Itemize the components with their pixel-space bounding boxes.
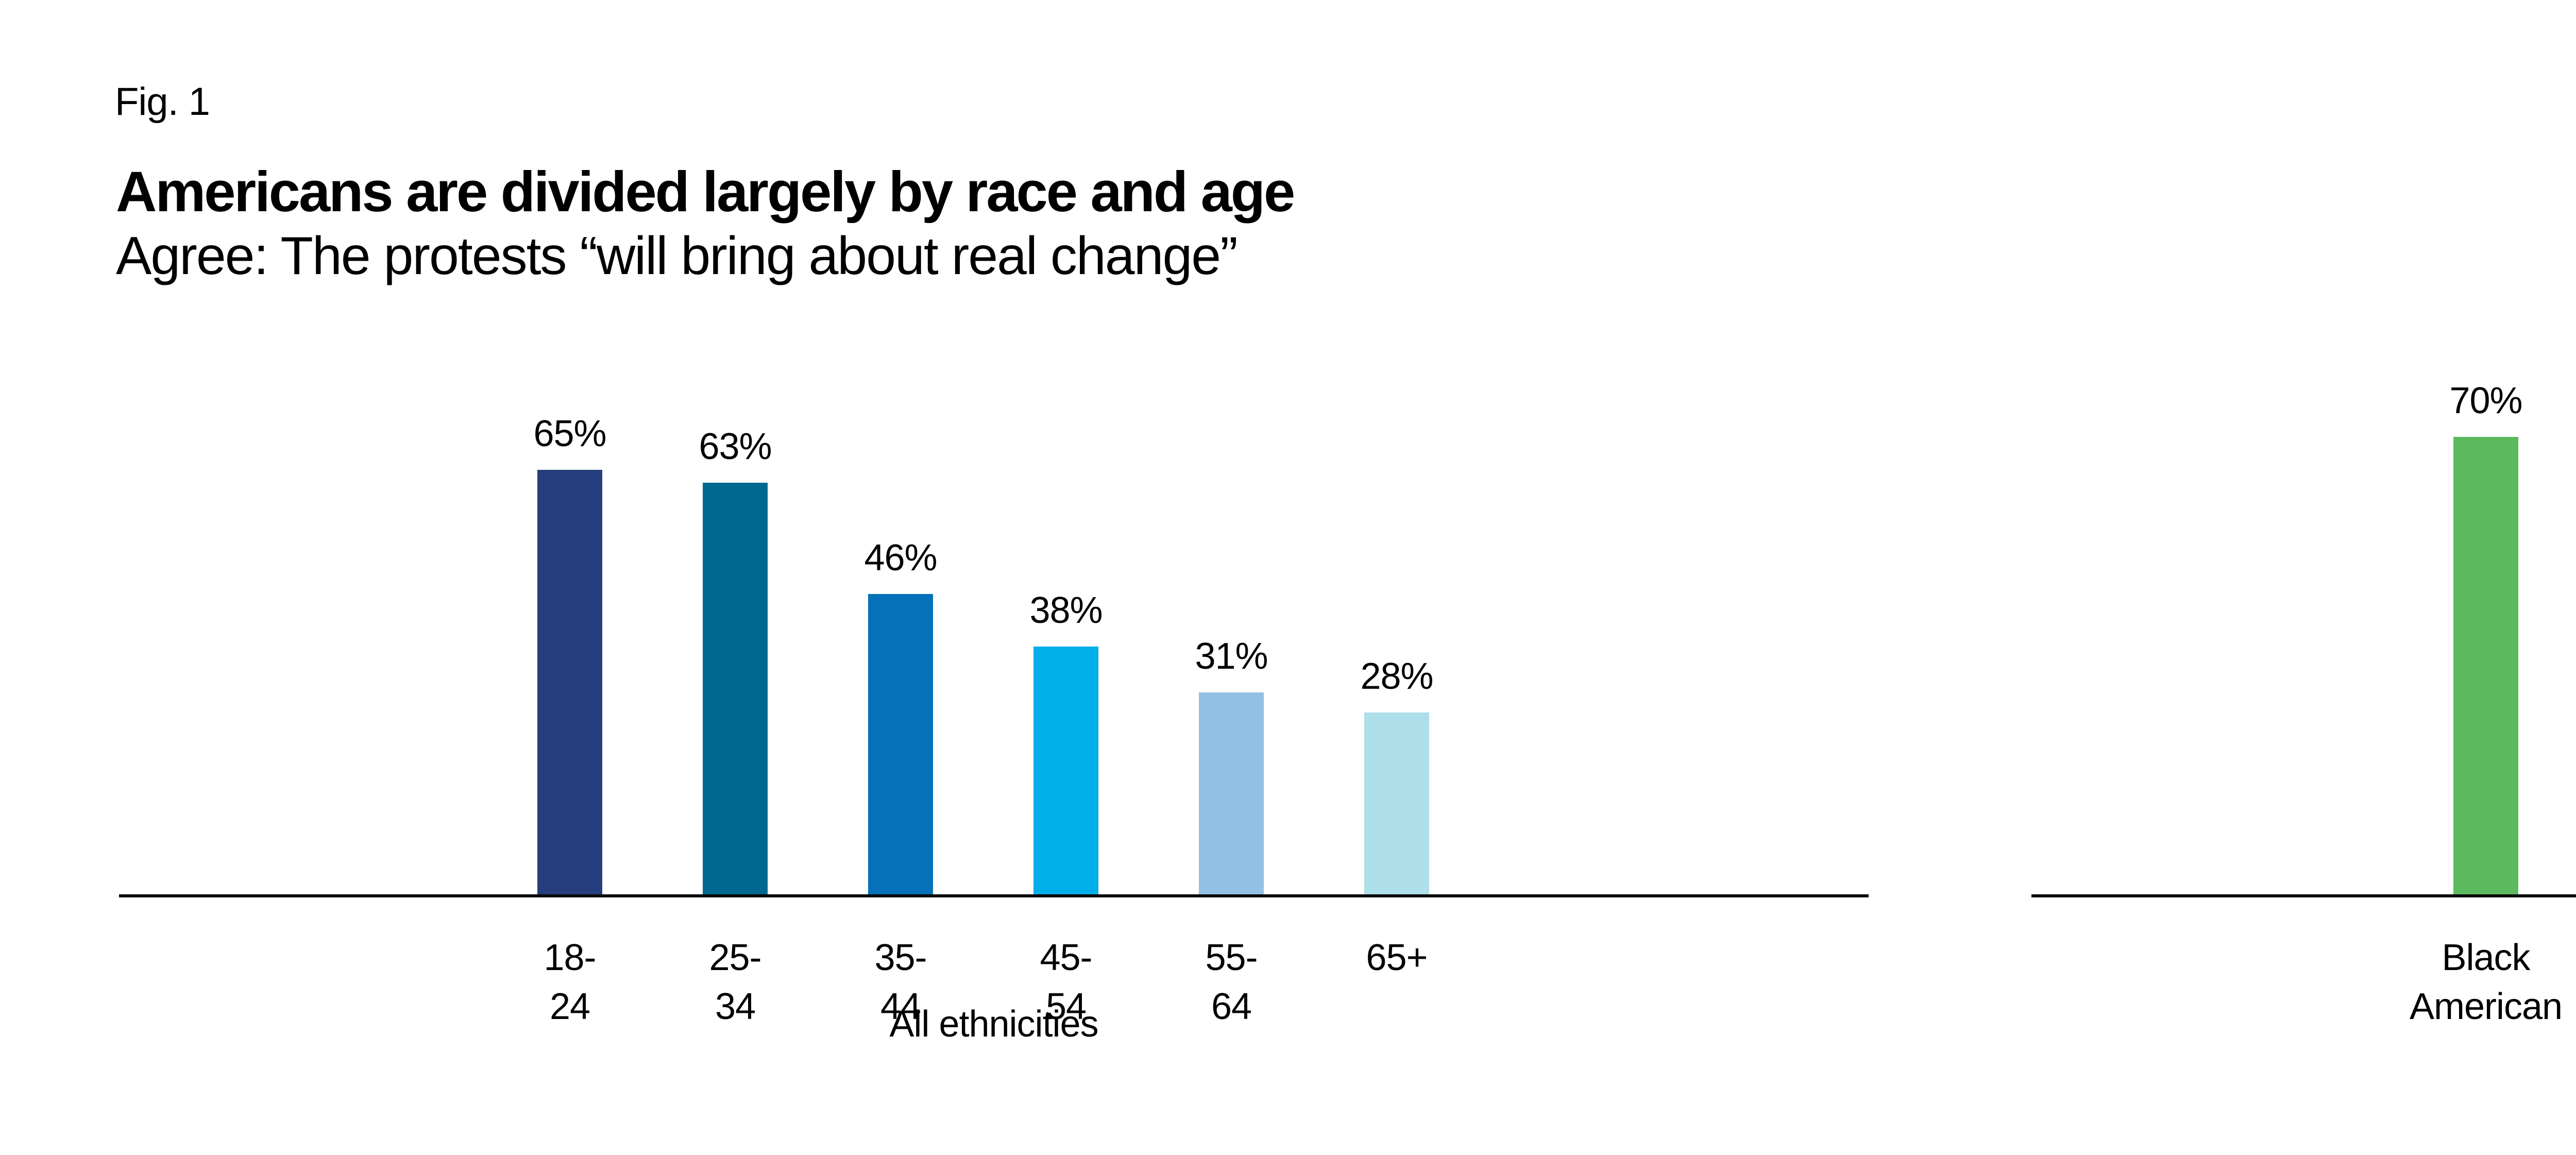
- fig-label: Fig. 1: [115, 80, 210, 124]
- age-chart-x-axis-labels: 18-24 25-34 35-44 45-54 55-64 65+: [537, 933, 1429, 1031]
- bar-column: 28%: [1360, 658, 1434, 896]
- x-axis-tick-label-text: 45-54: [1040, 937, 1092, 1028]
- x-axis-tick-label-text: 55-64: [1205, 937, 1258, 1028]
- bar-column: 38%: [1029, 592, 1103, 896]
- race-chart-bars-row: 70%37%: [2449, 382, 2576, 896]
- x-axis-tick-label: 18-24: [537, 933, 602, 1031]
- x-axis-tick-label-text: 25-34: [709, 937, 761, 1028]
- bar-column: 70%: [2449, 382, 2523, 896]
- age-chart-x-axis-line: [119, 894, 1869, 897]
- bar-column: 63%: [699, 428, 772, 896]
- x-axis-tick-label: Black American: [2410, 933, 2563, 1031]
- bar: [537, 470, 602, 896]
- bar-value-label: 70%: [2449, 380, 2522, 421]
- bar: [1199, 692, 1264, 896]
- x-axis-tick-label-text: 35-44: [874, 937, 927, 1028]
- race-chart-x-axis-line: [2031, 894, 2576, 897]
- bar: [2453, 437, 2518, 896]
- bar: [868, 594, 933, 896]
- x-axis-tick-label: 55-64: [1199, 933, 1264, 1031]
- figure-title: Americans are divided largely by race an…: [116, 160, 1295, 224]
- x-axis-tick-label: 25-34: [703, 933, 768, 1031]
- bar-value-label: 63%: [699, 426, 772, 467]
- bar: [1033, 647, 1098, 896]
- x-axis-tick-label: 45-54: [1033, 933, 1098, 1031]
- bar-value-label: 31%: [1195, 636, 1268, 677]
- bar-column: 65%: [533, 415, 607, 896]
- bar-value-label: 38%: [1029, 590, 1103, 631]
- x-axis-tick-label-text: Black American: [2409, 937, 2563, 1028]
- x-axis-tick-label-text: 18-24: [544, 937, 596, 1028]
- bar: [703, 483, 768, 896]
- bar-column: 46%: [864, 539, 938, 896]
- x-axis-tick-label-text: 65+: [1366, 937, 1428, 978]
- bar-value-label: 65%: [533, 413, 606, 454]
- x-axis-tick-label: 65+: [1364, 933, 1429, 1031]
- age-chart-x-axis-title: All ethnicities: [889, 1004, 1098, 1045]
- bar: [1364, 712, 1429, 896]
- race-chart-x-axis-labels: Black AmericanWhite American: [2410, 933, 2576, 1031]
- figure-subtitle: Agree: The protests “will bring about re…: [116, 226, 1238, 286]
- bar-value-label: 28%: [1360, 656, 1433, 697]
- bar-column: 31%: [1195, 638, 1268, 896]
- bar-value-label: 46%: [864, 537, 937, 579]
- x-axis-tick-label: 35-44: [868, 933, 933, 1031]
- age-chart-bars-row: 65% 63% 46% 38% 31% 28%: [533, 415, 1434, 896]
